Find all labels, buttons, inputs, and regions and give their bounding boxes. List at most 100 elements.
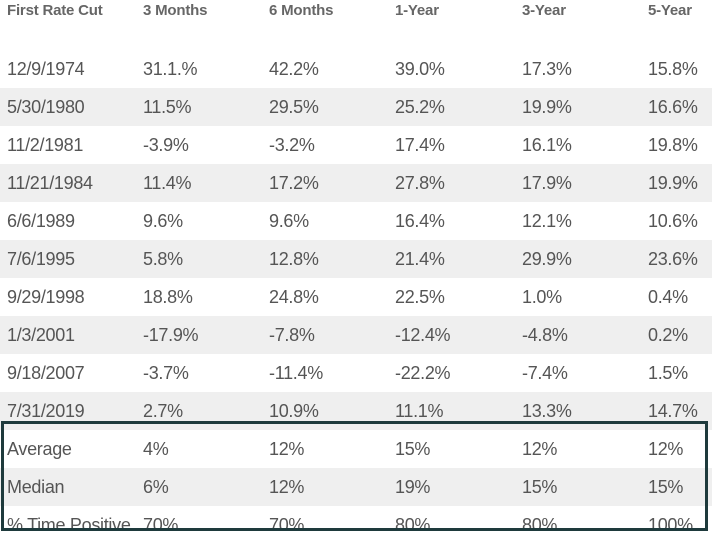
row-date: 12/9/1974 <box>7 58 85 79</box>
cell-5-year: 12% <box>648 438 684 459</box>
cell-1-year: -22.2% <box>395 362 451 383</box>
cell-1-year: 15% <box>395 438 431 459</box>
summary-label: Median <box>7 476 65 497</box>
cell-3-year: 19.9% <box>522 96 572 117</box>
summary-row-time-positive: % Time Positive 70% 70% 80% 80% 100% <box>0 506 712 544</box>
cell-3-months: 31.1.% <box>143 58 198 79</box>
cell-5-year: 10.6% <box>648 210 698 231</box>
table-row: 9/18/2007 -3.7% -11.4% -22.2% -7.4% 1.5% <box>0 354 712 392</box>
cell-1-year: 21.4% <box>395 248 445 269</box>
cell-5-year: 0.4% <box>648 286 688 307</box>
row-date: 11/21/1984 <box>7 172 93 193</box>
cell-6-months: 29.5% <box>269 96 319 117</box>
cell-6-months: 10.9% <box>269 400 319 421</box>
cell-3-months: 18.8% <box>143 286 193 307</box>
row-date: 9/29/1998 <box>7 286 85 307</box>
header-spacer <box>0 24 712 50</box>
cell-1-year: -12.4% <box>395 324 451 345</box>
cell-3-year: 80% <box>522 514 558 535</box>
cell-5-year: 19.9% <box>648 172 698 193</box>
cell-3-months: 9.6% <box>143 210 183 231</box>
summary-label: Average <box>7 438 72 459</box>
cell-3-months: 6% <box>143 476 169 497</box>
cell-1-year: 17.4% <box>395 134 445 155</box>
cell-5-year: 1.5% <box>648 362 688 383</box>
table-row: 11/2/1981 -3.9% -3.2% 17.4% 16.1% 19.8% <box>0 126 712 164</box>
cell-3-months: 5.8% <box>143 248 183 269</box>
cell-6-months: -11.4% <box>269 362 323 383</box>
cell-3-year: 15% <box>522 476 558 497</box>
row-date: 7/31/2019 <box>7 400 85 421</box>
row-date: 5/30/1980 <box>7 96 85 117</box>
header-1-year: 1-Year <box>395 2 439 19</box>
summary-label: % Time Positive <box>7 514 131 535</box>
cell-6-months: 24.8% <box>269 286 319 307</box>
cell-3-year: 13.3% <box>522 400 572 421</box>
cell-3-year: 12.1% <box>522 210 572 231</box>
cell-3-year: 1.0% <box>522 286 562 307</box>
cell-3-months: 11.4% <box>143 172 192 193</box>
cell-1-year: 80% <box>395 514 431 535</box>
header-3-months: 3 Months <box>143 2 208 19</box>
cell-3-months: 11.5% <box>143 96 192 117</box>
cell-1-year: 22.5% <box>395 286 445 307</box>
cell-5-year: 0.2% <box>648 324 688 345</box>
table-row: 7/6/1995 5.8% 12.8% 21.4% 29.9% 23.6% <box>0 240 712 278</box>
table-row: 7/31/2019 2.7% 10.9% 11.1% 13.3% 14.7% <box>0 392 712 430</box>
table-row: 5/30/1980 11.5% 29.5% 25.2% 19.9% 16.6% <box>0 88 712 126</box>
cell-1-year: 27.8% <box>395 172 445 193</box>
cell-3-months: 2.7% <box>143 400 183 421</box>
cell-6-months: 42.2% <box>269 58 319 79</box>
row-date: 9/18/2007 <box>7 362 85 383</box>
table-row: 11/21/1984 11.4% 17.2% 27.8% 17.9% 19.9% <box>0 164 712 202</box>
cell-6-months: 17.2% <box>269 172 319 193</box>
table-header-row: First Rate Cut 3 Months 6 Months 1-Year … <box>0 0 712 24</box>
table-row: 6/6/1989 9.6% 9.6% 16.4% 12.1% 10.6% <box>0 202 712 240</box>
header-3-year: 3-Year <box>522 2 566 19</box>
cell-3-year: 12% <box>522 438 558 459</box>
row-date: 1/3/2001 <box>7 324 75 345</box>
row-date: 6/6/1989 <box>7 210 75 231</box>
cell-3-year: -7.4% <box>522 362 568 383</box>
cell-6-months: 12% <box>269 438 305 459</box>
header-first-rate-cut: First Rate Cut <box>7 2 103 19</box>
cell-5-year: 100% <box>648 514 693 535</box>
table-row: 9/29/1998 18.8% 24.8% 22.5% 1.0% 0.4% <box>0 278 712 316</box>
cell-3-year: 17.3% <box>522 58 572 79</box>
cell-3-months: -3.9% <box>143 134 189 155</box>
table-row: 12/9/1974 31.1.% 42.2% 39.0% 17.3% 15.8% <box>0 50 712 88</box>
cell-1-year: 16.4% <box>395 210 445 231</box>
cell-5-year: 19.8% <box>648 134 698 155</box>
row-date: 11/2/1981 <box>7 134 84 155</box>
cell-1-year: 39.0% <box>395 58 445 79</box>
cell-6-months: 9.6% <box>269 210 309 231</box>
cell-6-months: -3.2% <box>269 134 315 155</box>
cell-3-months: 70% <box>143 514 179 535</box>
cell-3-year: 17.9% <box>522 172 572 193</box>
summary-row-average: Average 4% 12% 15% 12% 12% <box>0 430 712 468</box>
header-5-year: 5-Year <box>648 2 692 19</box>
cell-6-months: 12.8% <box>269 248 319 269</box>
cell-5-year: 23.6% <box>648 248 698 269</box>
cell-6-months: 12% <box>269 476 305 497</box>
summary-row-median: Median 6% 12% 19% 15% 15% <box>0 468 712 506</box>
cell-3-months: -17.9% <box>143 324 199 345</box>
table-row: 1/3/2001 -17.9% -7.8% -12.4% -4.8% 0.2% <box>0 316 712 354</box>
cell-3-year: -4.8% <box>522 324 568 345</box>
cell-1-year: 19% <box>395 476 431 497</box>
cell-5-year: 16.6% <box>648 96 698 117</box>
cell-1-year: 25.2% <box>395 96 445 117</box>
cell-5-year: 15% <box>648 476 684 497</box>
cell-3-year: 29.9% <box>522 248 572 269</box>
row-date: 7/6/1995 <box>7 248 75 269</box>
header-6-months: 6 Months <box>269 2 334 19</box>
cell-6-months: -7.8% <box>269 324 315 345</box>
cell-5-year: 14.7% <box>648 400 698 421</box>
cell-5-year: 15.8% <box>648 58 698 79</box>
cell-3-months: -3.7% <box>143 362 189 383</box>
cell-6-months: 70% <box>269 514 305 535</box>
cell-3-months: 4% <box>143 438 169 459</box>
cell-1-year: 11.1% <box>395 400 444 421</box>
cell-3-year: 16.1% <box>522 134 572 155</box>
